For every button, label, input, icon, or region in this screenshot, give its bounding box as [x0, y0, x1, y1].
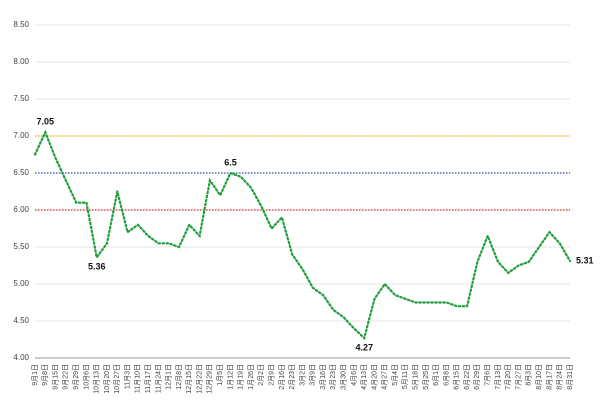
x-tick-label: 3月30日	[339, 364, 347, 390]
x-tick-label: 8月31日	[566, 364, 574, 390]
x-tick-label: 11月10日	[134, 364, 142, 393]
y-tick-label: 5.00	[13, 279, 29, 288]
x-tick-label: 6月8日	[442, 364, 450, 386]
x-tick-label: 12月8日	[175, 364, 183, 390]
x-tick-label: 11月3日	[123, 364, 131, 389]
x-tick-label: 5月4日	[391, 364, 399, 386]
value-label: 5.36	[88, 262, 106, 272]
x-tick-label: 7月6日	[484, 364, 492, 386]
x-tick-label: 5月25日	[422, 364, 430, 390]
x-tick-label: 10月6日	[82, 364, 90, 390]
x-tick-label: 1月26日	[247, 364, 255, 390]
x-tick-label: 6月1日	[432, 364, 440, 386]
x-tick-label: 9月15日	[51, 364, 59, 390]
y-tick-label: 5.50	[13, 242, 29, 251]
x-tick-label: 10月27日	[113, 364, 121, 394]
value-label: 4.27	[355, 342, 373, 352]
x-tick-label: 6月29日	[473, 364, 481, 390]
x-tick-label: 2月16日	[278, 364, 286, 390]
x-tick-label: 9月29日	[72, 364, 80, 390]
x-tick-label: 3月16日	[319, 364, 327, 390]
x-tick-label: 10月13日	[93, 364, 101, 394]
y-tick-label: 6.00	[13, 205, 29, 214]
x-tick-label: 5月11日	[401, 364, 409, 389]
y-tick-label: 6.50	[13, 168, 29, 177]
x-tick-label: 12月29日	[206, 364, 214, 394]
x-tick-label: 6月15日	[453, 364, 461, 390]
x-tick-label: 1月19日	[237, 364, 245, 390]
x-tick-label: 10月20日	[103, 364, 111, 394]
y-tick-label: 8.00	[13, 57, 29, 66]
x-tick-label: 11月24日	[154, 364, 162, 393]
x-tick-label: 2月2日	[257, 364, 265, 386]
x-tick-label: 8月24日	[556, 364, 564, 390]
x-tick-label: 2月23日	[288, 364, 296, 390]
x-tick-label: 8月3日	[525, 364, 533, 386]
x-tick-label: 4月6日	[350, 364, 358, 386]
x-tick-label: 6月22日	[463, 364, 471, 390]
x-tick-label: 11月17日	[144, 364, 152, 393]
value-label: 6.5	[224, 157, 237, 167]
x-tick-label: 12月22日	[195, 364, 203, 394]
x-tick-label: 4月13日	[360, 364, 368, 390]
x-tick-label: 8月10日	[535, 364, 543, 390]
x-tick-label: 7月27日	[514, 364, 522, 390]
line	[33, 129, 572, 341]
x-tick-label: 4月27日	[381, 364, 389, 390]
y-tick-label: 8.50	[13, 20, 29, 29]
x-tick-label: 9月1日	[31, 364, 39, 386]
x-tick-label: 12月15日	[185, 364, 193, 394]
x-tick-label: 3月23日	[329, 364, 337, 390]
x-tick-label: 1月5日	[216, 364, 224, 386]
value-label: 5.31	[576, 255, 594, 265]
value-label: 7.05	[37, 117, 55, 127]
x-tick-label: 3月2日	[298, 364, 306, 386]
y-tick-label: 7.00	[13, 131, 29, 140]
x-tick-label: 9月22日	[62, 364, 70, 390]
x-tick-label: 7月20日	[504, 364, 512, 390]
x-tick-label: 7月13日	[494, 364, 502, 390]
y-tick-label: 4.00	[13, 353, 29, 362]
x-tick-label: 12月1日	[165, 364, 173, 390]
y-tick-label: 7.50	[13, 94, 29, 103]
x-tick-label: 8月17日	[545, 364, 553, 390]
x-tick-label: 3月9日	[309, 364, 317, 386]
x-tick-label: 5月18日	[412, 364, 420, 390]
x-tick-label: 9月8日	[41, 364, 49, 386]
x-tick-label: 1月12日	[226, 364, 234, 390]
y-tick-label: 4.50	[13, 316, 29, 325]
x-tick-label: 2月9日	[267, 364, 275, 386]
x-tick-label: 4月20日	[370, 364, 378, 390]
